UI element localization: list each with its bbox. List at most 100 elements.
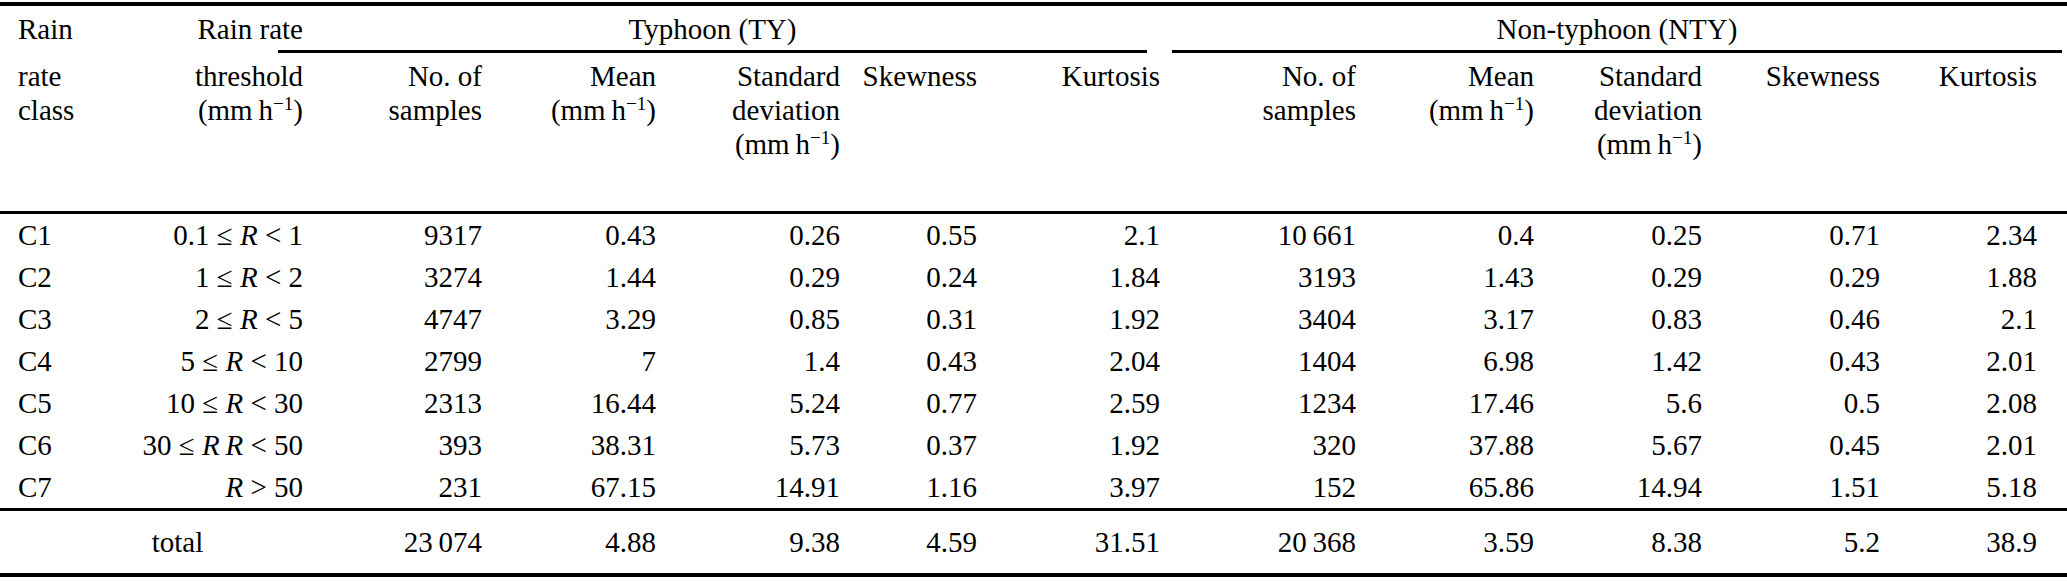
threshold-cell: 10 ≤ R < 30 [110,382,305,424]
nty-kurt-cell: 2.01 [1880,340,2067,382]
threshold-pre: 30 ≤ [142,429,201,461]
r-variable: R R [202,429,243,461]
table-footer: total 23 074 4.88 9.38 4.59 31.51 20 368… [0,510,2067,576]
threshold-post: < 5 [258,303,303,335]
total-label: total [110,510,305,576]
nty-kurt-cell: 2.01 [1880,424,2067,466]
ty-kurt-cell: 1.92 [977,424,1160,466]
ty-mean-cell: 7 [482,340,656,382]
threshold-post: < 1 [258,219,303,251]
ty-samples-cell: 9317 [305,213,482,257]
total-nty-samples: 20 368 [1160,510,1356,576]
ty-skew-cell: 0.55 [840,213,977,257]
threshold-post: > 50 [243,471,303,503]
nty-mean-cell: 6.98 [1356,340,1534,382]
r-variable: R [240,261,258,293]
threshold-pre: 5 ≤ [181,345,226,377]
typhoon-group-label: Typhoon (TY) [278,11,1147,47]
table-row: C510 ≤ R < 30231316.445.240.772.59123417… [0,382,2067,424]
header-threshold: threshold (mm h−1) [110,53,305,213]
threshold-post: < 2 [258,261,303,293]
table-row: C21 ≤ R < 232741.440.290.241.8431931.430… [0,256,2067,298]
nty-std-cell: 0.83 [1534,298,1702,340]
nty-samples-cell: 10 661 [1160,213,1356,257]
nty-kurt-cell: 2.08 [1880,382,2067,424]
nty-std-cell: 0.25 [1534,213,1702,257]
nty-kurt-cell: 2.1 [1880,298,2067,340]
nty-samples-cell: 3404 [1160,298,1356,340]
threshold-pre: 0.1 ≤ [173,219,240,251]
ty-mean-cell: 0.43 [482,213,656,257]
nty-skew-cell: 1.51 [1702,466,1880,510]
threshold-pre: 1 ≤ [195,261,240,293]
header-nty-skewness: Skewness [1702,53,1880,213]
column-header-row: rate class threshold (mm h−1) No. of sam… [0,53,2067,213]
nty-std-cell: 14.94 [1534,466,1702,510]
nty-samples-cell: 152 [1160,466,1356,510]
group-header-row: Rain Rain rate Typhoon (TY) Non-typhoon … [0,4,2067,53]
header-nty-kurtosis: Kurtosis [1880,53,2067,213]
rain-class-cell: C5 [0,382,110,424]
ty-std-cell: 1.4 [656,340,840,382]
ty-skew-cell: 0.37 [840,424,977,466]
ty-kurt-cell: 3.97 [977,466,1160,510]
ty-kurt-cell: 2.04 [977,340,1160,382]
table-header: Rain Rain rate Typhoon (TY) Non-typhoon … [0,4,2067,213]
non-typhoon-group-label: Non-typhoon (NTY) [1172,11,2062,47]
group-header-non-typhoon: Non-typhoon (NTY) [1160,4,2067,53]
rain-class-cell: C1 [0,213,110,257]
table-body: C10.1 ≤ R < 193170.430.260.552.110 6610.… [0,213,2067,510]
ty-std-cell: 0.26 [656,213,840,257]
nty-mean-cell: 0.4 [1356,213,1534,257]
ty-samples-cell: 3274 [305,256,482,298]
ty-kurt-cell: 2.1 [977,213,1160,257]
header-nty-samples: No. of samples [1160,53,1356,213]
nty-skew-cell: 0.46 [1702,298,1880,340]
nty-samples-cell: 320 [1160,424,1356,466]
table-row: C45 ≤ R < 10279971.40.432.0414046.981.42… [0,340,2067,382]
rain-statistics-table: Rain Rain rate Typhoon (TY) Non-typhoon … [0,2,2067,577]
rain-class-cell: C6 [0,424,110,466]
rain-class-cell: C2 [0,256,110,298]
nty-mean-cell: 17.46 [1356,382,1534,424]
group-header-typhoon: Typhoon (TY) [305,4,1160,53]
threshold-post: < 50 [243,429,303,461]
header-rain-rate: Rain rate [110,4,305,53]
paper-table-page: Rain Rain rate Typhoon (TY) Non-typhoon … [0,0,2067,582]
header-ty-skewness: Skewness [840,53,977,213]
total-ty-mean: 4.88 [482,510,656,576]
ty-std-cell: 5.24 [656,382,840,424]
unit-mm-per-h: (mm h−1) [1534,127,1702,161]
threshold-cell: 2 ≤ R < 5 [110,298,305,340]
threshold-post: < 10 [243,345,303,377]
nty-skew-cell: 0.45 [1702,424,1880,466]
nty-mean-cell: 65.86 [1356,466,1534,510]
unit-mm-per-h: (mm h−1) [110,93,303,127]
nty-std-cell: 0.29 [1534,256,1702,298]
total-nty-mean: 3.59 [1356,510,1534,576]
unit-mm-per-h: (mm h−1) [1356,93,1534,127]
ty-mean-cell: 16.44 [482,382,656,424]
nty-kurt-cell: 1.88 [1880,256,2067,298]
table-row: C10.1 ≤ R < 193170.430.260.552.110 6610.… [0,213,2067,257]
ty-samples-cell: 4747 [305,298,482,340]
nty-kurt-cell: 2.34 [1880,213,2067,257]
nty-skew-cell: 0.71 [1702,213,1880,257]
r-variable: R [240,303,258,335]
header-rain: Rain [0,4,110,53]
ty-std-cell: 14.91 [656,466,840,510]
nty-kurt-cell: 5.18 [1880,466,2067,510]
nty-samples-cell: 1404 [1160,340,1356,382]
nty-std-cell: 1.42 [1534,340,1702,382]
nty-skew-cell: 0.5 [1702,382,1880,424]
ty-samples-cell: 231 [305,466,482,510]
total-ty-samples: 23 074 [305,510,482,576]
threshold-pre: 2 ≤ [195,303,240,335]
nty-std-cell: 5.67 [1534,424,1702,466]
total-row: total 23 074 4.88 9.38 4.59 31.51 20 368… [0,510,2067,576]
nty-samples-cell: 1234 [1160,382,1356,424]
threshold-pre: 10 ≤ [166,387,225,419]
threshold-cell: 30 ≤ R R < 50 [110,424,305,466]
table-row: C7R > 5023167.1514.911.163.9715265.8614.… [0,466,2067,510]
header-nty-std: Standard deviation (mm h−1) [1534,53,1702,213]
